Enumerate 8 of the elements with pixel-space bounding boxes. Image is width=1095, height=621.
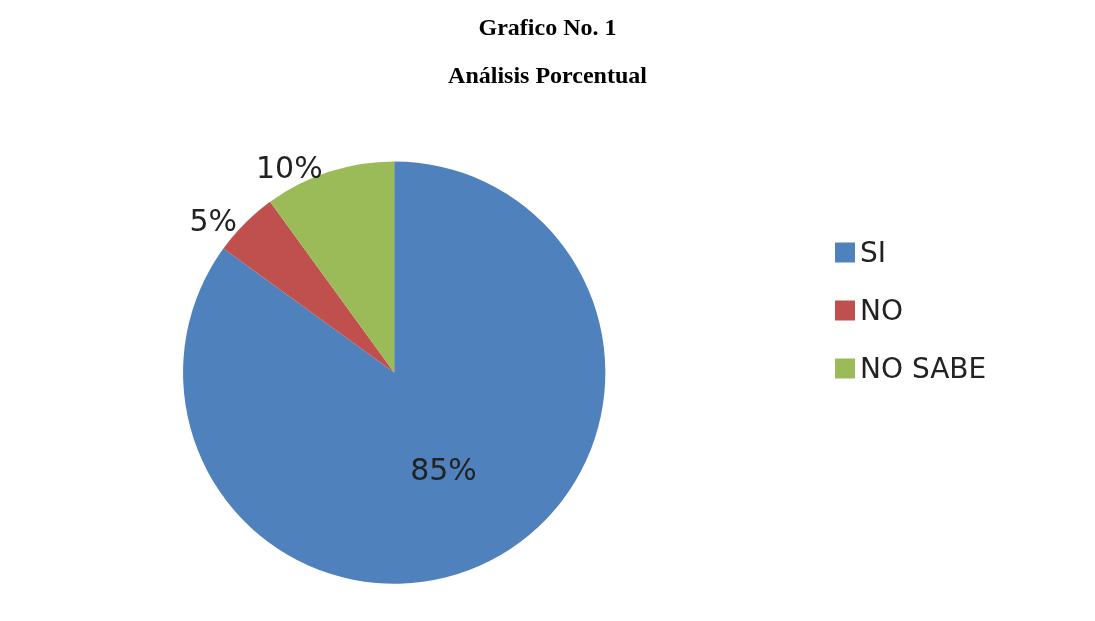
legend-label: NO SABE bbox=[860, 352, 987, 385]
data-label: 85% bbox=[410, 451, 477, 487]
data-label: 10% bbox=[256, 150, 323, 186]
legend-label: SI bbox=[860, 236, 887, 269]
data-label: 5% bbox=[189, 202, 238, 238]
chart-subtitle: Análisis Porcentual bbox=[448, 62, 648, 88]
legend-label: NO bbox=[860, 294, 903, 327]
chart-title: Grafico No. 1 bbox=[478, 14, 617, 40]
